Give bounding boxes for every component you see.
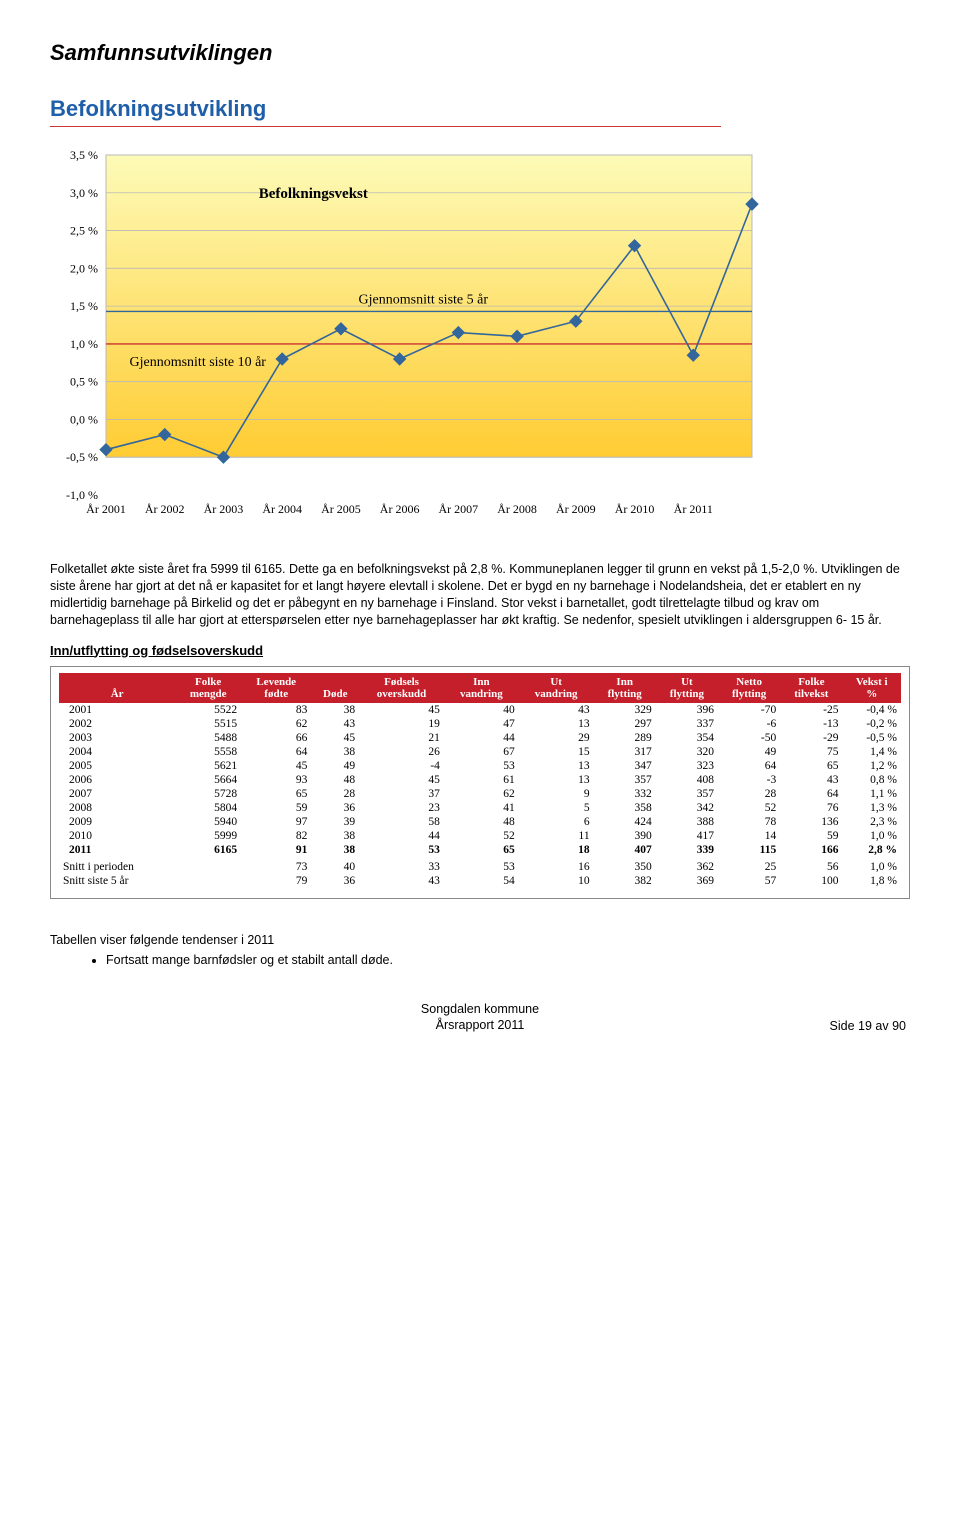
svg-text:År 2007: År 2007: [439, 502, 479, 516]
table-row: 2008580459362341535834252761,3 %: [59, 801, 901, 815]
svg-text:Gjennomsnitt siste 10 år: Gjennomsnitt siste 10 år: [129, 355, 266, 370]
table-column-header: Døde: [311, 673, 359, 703]
chart-description-paragraph: Folketallet økte siste året fra 5999 til…: [50, 561, 900, 629]
svg-text:Befolkningsvekst: Befolkningsvekst: [259, 186, 368, 202]
table-row: 200255156243194713297337-6-13-0,2 %: [59, 717, 901, 731]
trend-list: Fortsatt mange barnfødsler og et stabilt…: [50, 953, 910, 967]
trend-list-item: Fortsatt mange barnfødsler og et stabilt…: [106, 953, 910, 967]
svg-text:År 2011: År 2011: [674, 502, 713, 516]
table-row: 200656649348456113357408-3430,8 %: [59, 773, 901, 787]
table-column-header: Folketilvekst: [780, 673, 842, 703]
table-column-header: Folkemengde: [175, 673, 241, 703]
table-row: 2007572865283762933235728641,1 %: [59, 787, 901, 801]
table-row: 200354886645214429289354-50-29-0,5 %: [59, 731, 901, 745]
svg-text:År 2004: År 2004: [262, 502, 302, 516]
section-title: Samfunnsutviklingen: [50, 40, 910, 66]
table-row: 20045558643826671531732049751,4 %: [59, 745, 901, 759]
table-column-header: Utflytting: [656, 673, 718, 703]
svg-text:År 2001: År 2001: [86, 502, 126, 516]
population-growth-chart: -1,0 % -0,5 % 0,0 % 0,5 % 1,0 % 1,5 % 2,0 % 2,5…: [50, 145, 770, 535]
table-column-header: Innflytting: [594, 673, 656, 703]
table-row: 20105999823844521139041714591,0 %: [59, 829, 901, 843]
svg-text:År 2002: År 2002: [145, 502, 185, 516]
chart-sub-title: Befolkningsutvikling: [50, 96, 910, 122]
svg-text:År 2009: År 2009: [556, 502, 596, 516]
footer-org: Songdalen kommune: [50, 1001, 910, 1018]
svg-text:0,0 %: 0,0 %: [70, 412, 98, 426]
table-column-header: Utvandring: [519, 673, 594, 703]
svg-text:3,5 %: 3,5 %: [70, 148, 98, 162]
table-column-header: År: [59, 673, 175, 703]
svg-text:År 2010: År 2010: [615, 502, 655, 516]
svg-text:2,0 %: 2,0 %: [70, 261, 98, 275]
svg-text:År 2006: År 2006: [380, 502, 420, 516]
svg-text:3,0 %: 3,0 %: [70, 186, 98, 200]
table-column-header: Innvandring: [444, 673, 519, 703]
svg-text:År 2003: År 2003: [204, 502, 244, 516]
svg-text:Gjennomsnitt siste 5 år: Gjennomsnitt siste 5 år: [359, 292, 489, 307]
table-column-header: Levendefødte: [241, 673, 311, 703]
svg-text:-0,5 %: -0,5 %: [66, 450, 98, 464]
svg-text:2,5 %: 2,5 %: [70, 224, 98, 238]
page-footer: Songdalen kommune Årsrapport 2011 Side 1…: [50, 1001, 910, 1036]
svg-text:1,0 %: 1,0 %: [70, 337, 98, 351]
migration-table-container: ÅrFolkemengdeLevendefødteDødeFødselsover…: [50, 666, 910, 899]
table-column-header: Nettoflytting: [718, 673, 780, 703]
table-row: 20095940973958486424388781362,3 %: [59, 815, 901, 829]
table-summary-row: Snitt siste 5 år7936435410382369571001,8…: [59, 874, 901, 888]
divider: [50, 126, 721, 127]
table-summary-row: Snitt i perioden734033531635036225561,0 …: [59, 857, 901, 874]
table-column-header: Vekst i%: [842, 673, 901, 703]
svg-text:0,5 %: 0,5 %: [70, 375, 98, 389]
table-row: 200155228338454043329396-70-25-0,4 %: [59, 703, 901, 717]
svg-text:-1,0 %: -1,0 %: [66, 488, 98, 502]
migration-table: ÅrFolkemengdeLevendefødteDødeFødselsover…: [59, 673, 901, 888]
table-heading: Inn/utflytting og fødselsoverskudd: [50, 643, 910, 658]
table-row: 200556214549-4531334732364651,2 %: [59, 759, 901, 773]
svg-text:1,5 %: 1,5 %: [70, 299, 98, 313]
trend-intro: Tabellen viser følgende tendenser i 2011: [50, 933, 910, 947]
svg-text:År 2008: År 2008: [497, 502, 537, 516]
table-column-header: Fødselsoverskudd: [359, 673, 444, 703]
svg-text:År 2005: År 2005: [321, 502, 361, 516]
table-row: 2011616591385365184073391151662,8 %: [59, 843, 901, 857]
